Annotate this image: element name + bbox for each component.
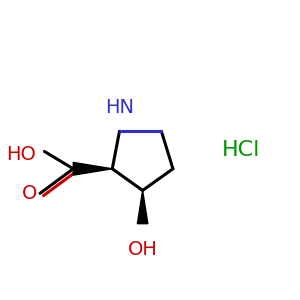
Text: O: O [22, 184, 37, 203]
Text: OH: OH [128, 240, 158, 259]
Polygon shape [137, 190, 148, 224]
Text: HO: HO [6, 145, 36, 164]
Text: HCl: HCl [222, 140, 260, 160]
Polygon shape [73, 162, 112, 175]
Text: HN: HN [105, 98, 134, 117]
